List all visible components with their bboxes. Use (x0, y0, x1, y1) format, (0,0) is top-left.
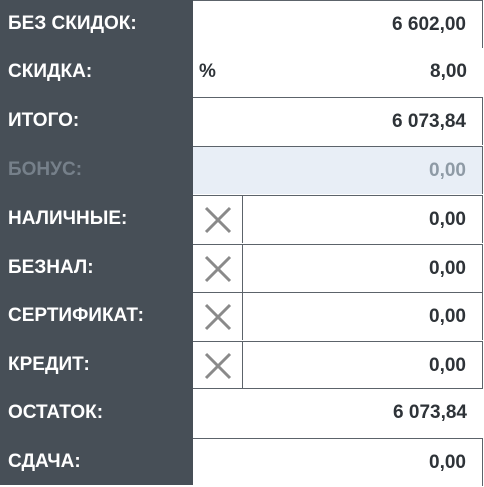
remainder-value: 6 073,84 (393, 402, 467, 423)
row-credit: КРЕДИТ: 0,00 (0, 341, 484, 389)
row-cash: НАЛИЧНЫЕ: 0,00 (0, 195, 484, 243)
remainder-label: ОСТАТОК: (8, 402, 104, 423)
certificate-field[interactable]: 0,00 (193, 292, 483, 340)
cashless-clear-button[interactable] (193, 245, 243, 292)
cashless-value[interactable]: 0,00 (429, 258, 466, 279)
total-cell: 6 073,84 (193, 97, 483, 145)
certificate-value[interactable]: 0,00 (429, 306, 466, 327)
row-change: СДАЧА: 0,00 (0, 438, 484, 486)
row-remainder: ОСТАТОК: 6 073,84 (0, 389, 484, 437)
credit-label: КРЕДИТ: (8, 354, 90, 375)
change-label: СДАЧА: (8, 451, 81, 472)
no-discount-label: БЕЗ СКИДОК: (8, 13, 137, 34)
total-label: ИТОГО: (8, 110, 80, 131)
discount-value[interactable]: 8,00 (430, 61, 467, 82)
bonus-value: 0,00 (429, 160, 466, 181)
row-discount: СКИДКА: % 8,00 (0, 48, 484, 96)
close-icon (204, 352, 232, 380)
credit-value[interactable]: 0,00 (429, 355, 466, 376)
cash-value[interactable]: 0,00 (429, 209, 466, 230)
bonus-field[interactable]: 0,00 (193, 146, 483, 194)
row-no-discount: БЕЗ СКИДОК: 6 602,00 (0, 0, 484, 48)
bonus-label: БОНУС: (8, 159, 83, 180)
certificate-label: СЕРТИФИКАТ: (8, 305, 145, 326)
close-icon (204, 206, 232, 234)
row-cashless: БЕЗНАЛ: 0,00 (0, 244, 484, 292)
cash-field[interactable]: 0,00 (193, 195, 483, 243)
cashless-field[interactable]: 0,00 (193, 244, 483, 292)
credit-field[interactable]: 0,00 (193, 341, 483, 389)
remainder-cell: 6 073,84 (193, 389, 483, 437)
change-cell: 0,00 (193, 438, 483, 486)
no-discount-value: 6 602,00 (392, 14, 466, 35)
discount-label: СКИДКА: (8, 61, 93, 82)
close-icon (204, 303, 232, 331)
row-certificate: СЕРТИФИКАТ: 0,00 (0, 292, 484, 340)
total-value: 6 073,84 (392, 111, 466, 132)
cashless-label: БЕЗНАЛ: (8, 257, 94, 278)
certificate-clear-button[interactable] (193, 293, 243, 340)
change-value: 0,00 (429, 452, 466, 473)
discount-percent-unit: % (199, 61, 216, 82)
discount-field[interactable]: % 8,00 (193, 48, 483, 96)
labels-column (0, 0, 193, 485)
close-icon (204, 255, 232, 283)
row-total: ИТОГО: 6 073,84 (0, 97, 484, 145)
no-discount-cell: 6 602,00 (193, 0, 483, 48)
cash-label: НАЛИЧНЫЕ: (8, 208, 128, 229)
row-bonus: БОНУС: 0,00 (0, 146, 484, 194)
credit-clear-button[interactable] (193, 342, 243, 388)
cash-clear-button[interactable] (193, 196, 243, 243)
